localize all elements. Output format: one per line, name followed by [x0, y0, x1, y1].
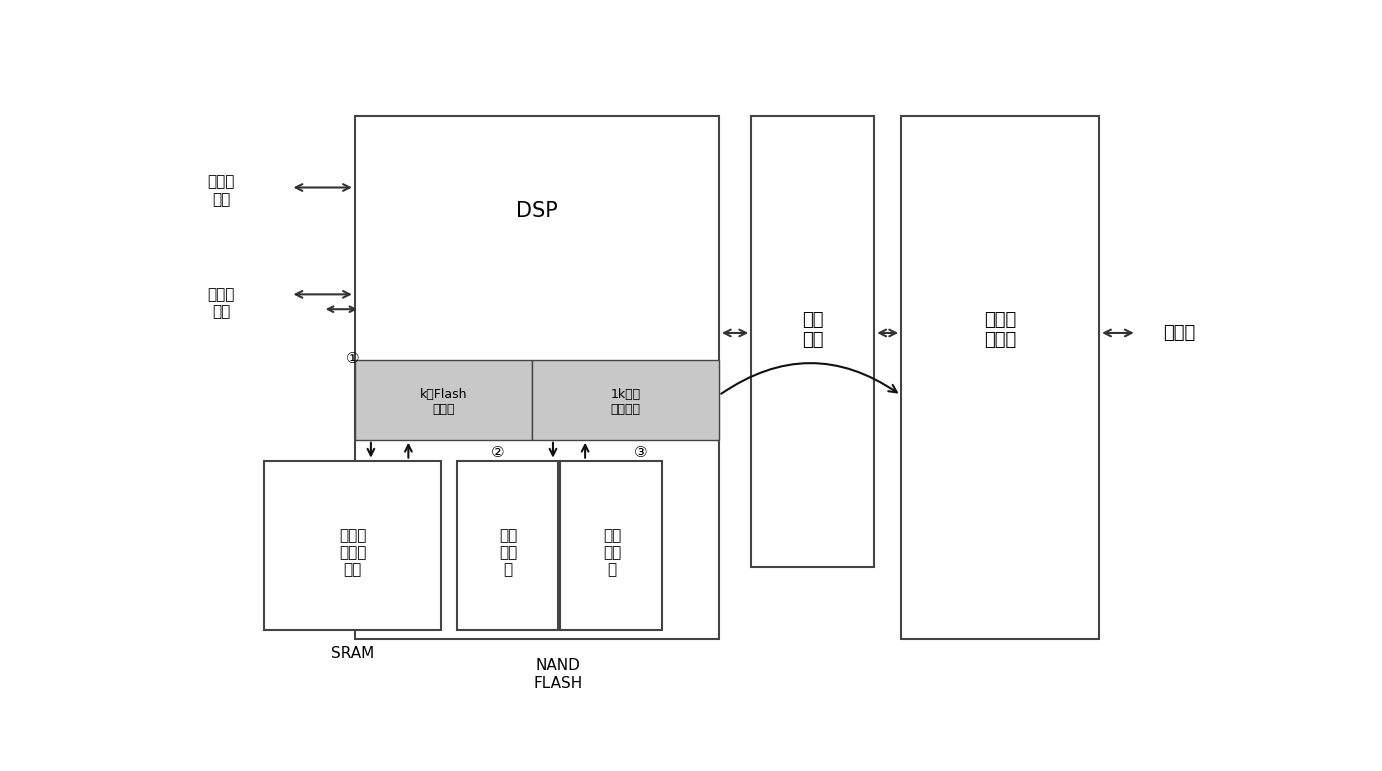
Text: NAND
FLASH: NAND FLASH — [533, 658, 583, 691]
Bar — [561, 460, 662, 630]
Bar — [264, 460, 441, 630]
Text: DSP: DSP — [515, 201, 558, 221]
Bar — [355, 359, 532, 439]
Text: 开关量
数据: 开关量 数据 — [207, 174, 235, 207]
Text: 模拟量
数据: 模拟量 数据 — [207, 287, 235, 319]
Text: SRAM: SRAM — [332, 646, 375, 661]
Text: 回放
数据
区: 回放 数据 区 — [603, 527, 621, 577]
Bar — [532, 359, 719, 439]
Bar — [355, 116, 719, 638]
Text: 1k回放
播缓冲区: 1k回放 播缓冲区 — [611, 389, 641, 416]
Bar — [901, 116, 1099, 638]
Text: ①: ① — [346, 351, 359, 366]
Text: 嵌入式
处理器: 嵌入式 处理器 — [984, 311, 1017, 349]
Text: 通信
接口: 通信 接口 — [803, 311, 824, 349]
Text: 预录波
循环缓
冲区: 预录波 循环缓 冲区 — [339, 527, 366, 577]
Text: ②: ② — [491, 446, 504, 460]
Text: 录波
数据
区: 录波 数据 区 — [499, 527, 517, 577]
Text: 以太网: 以太网 — [1164, 324, 1195, 342]
Bar — [752, 116, 875, 567]
Text: k写Flash
缓冲区: k写Flash 缓冲区 — [420, 389, 467, 416]
Bar — [456, 460, 558, 630]
Text: ③: ③ — [634, 446, 648, 460]
